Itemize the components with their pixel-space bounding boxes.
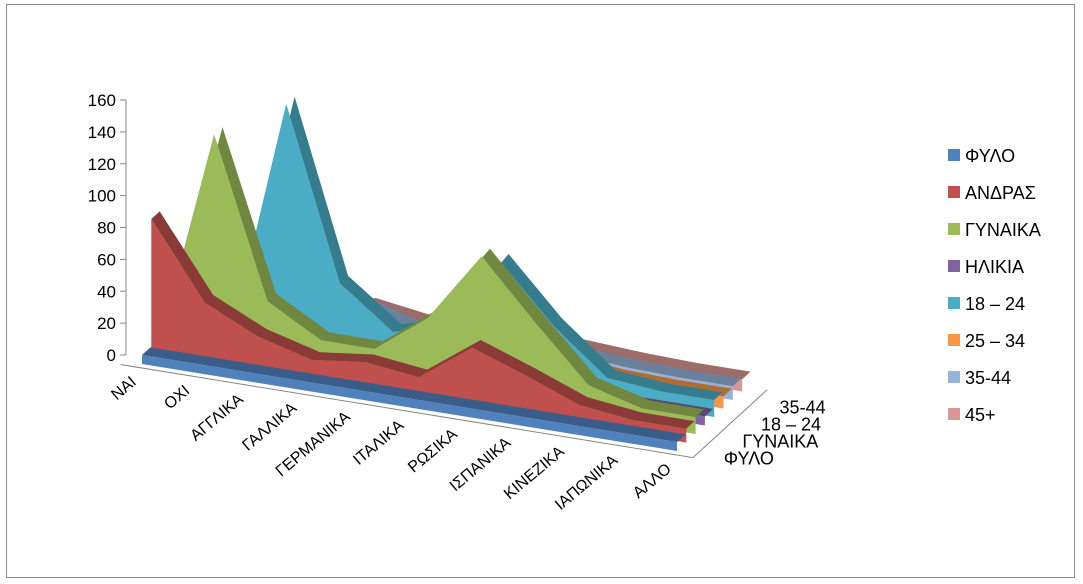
legend-swatch [948,297,960,309]
depth-axis-line [692,389,768,458]
x-category-label: NAI [108,374,139,404]
x-category-label: ΙΤΑΛΙΚΑ [350,417,407,469]
legend-swatch [948,334,960,346]
x-category-label: ΑΛΛΟ [630,461,675,502]
y-tick-label: 40 [97,282,116,301]
legend-label: 45+ [965,405,996,425]
series-top-4 [179,96,723,401]
x-category-label: ΚΙΝΕΖΙΚΑ [501,443,568,503]
depth-label: ΦΥΛΟ [724,448,774,468]
legend-swatch [948,408,960,420]
series-top-0 [142,347,686,442]
legend-swatch [948,149,960,161]
legend: ΦΥΛΟ ΑΝΔΡΑΣ ΓΥΝΑΙΚΑ ΗΛΙΚΙΑ 18 – 24 25 – 34 35-… [948,146,1041,425]
chart-frame [6,4,1075,578]
chart-areas [142,96,751,451]
legend-label: ΓΥΝΑΙΚΑ [965,220,1041,240]
x-axis-line [120,364,694,459]
x-category-label: ΓΑΛΛΙΚΑ [239,399,300,454]
legend-label: ΑΝΔΡΑΣ [965,183,1036,203]
y-tick-label: 0 [107,346,116,365]
legend-label: 18 – 24 [965,294,1025,314]
y-axis: 0 20 40 60 80 100 120 140 160 [88,91,127,365]
x-category-label: ΡΩΣΙΚΑ [405,426,461,477]
x-category-label: OXI [161,382,193,413]
y-tick-label: 60 [97,250,116,269]
legend-swatch [948,223,960,235]
y-tick-label: 80 [97,219,116,238]
y-tick-label: 120 [88,155,116,174]
y-tick-label: 20 [97,314,116,333]
legend-label: ΦΥΛΟ [965,146,1015,166]
legend-swatch [948,260,960,272]
x-category-label: ΑΓΓΛΙΚΑ [187,391,247,445]
legend-label: ΗΛΙΚΙΑ [965,257,1024,277]
legend-swatch [948,371,960,383]
depth-label: 35-44 [780,397,826,417]
y-tick-label: 100 [88,187,116,206]
legend-swatch [948,186,960,198]
depth-label: ΓΥΝΑΙΚΑ [742,431,818,451]
series-top-2 [160,127,704,418]
y-tick-label: 160 [88,91,116,110]
x-category-label: ΙΑΠΩΝΙΚΑ [552,452,621,514]
series-0 [142,347,686,451]
series-face-0 [142,355,677,451]
depth-label: 18 – 24 [761,414,821,434]
legend-label: 35-44 [965,368,1011,388]
legend-label: 25 – 34 [965,331,1025,351]
x-category-label: ΙΣΠΑΝΙΚΑ [447,434,515,495]
y-tick-label: 140 [88,123,116,142]
